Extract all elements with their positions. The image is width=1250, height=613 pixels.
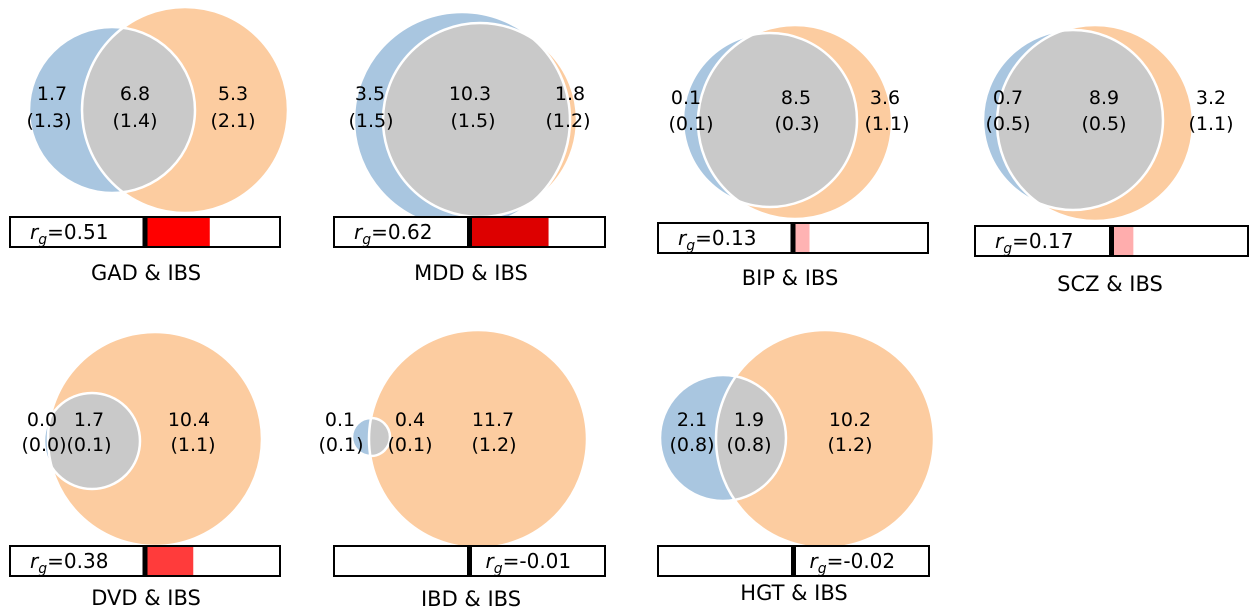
trait-b-only-value: 3.2 [1196, 87, 1226, 109]
trait-b-circle [48, 332, 262, 546]
rg-label: rg=0.62 [354, 220, 432, 248]
rg-label: rg=0.51 [30, 220, 108, 248]
overlap-value: 0.4 [395, 409, 425, 431]
rg-label: rg=-0.01 [486, 549, 572, 577]
trait-b-only-se: (2.1) [210, 110, 255, 132]
overlap-se: (0.3) [774, 113, 819, 135]
trait-a-only-se: (0.0) [21, 434, 66, 456]
overlap-region [383, 23, 570, 217]
panel-title: MDD & IBS [414, 261, 528, 285]
rg-label: rg=-0.02 [810, 549, 896, 577]
trait-a-only-se: (1.3) [26, 110, 71, 132]
trait-b-circle [716, 330, 934, 548]
trait-b-only-se: (1.2) [471, 434, 516, 456]
trait-b-only-value: 1.8 [555, 83, 585, 105]
rg-bar-fill [145, 547, 194, 575]
trait-a-outline [27, 25, 197, 195]
overlap-value: 8.9 [1089, 87, 1119, 109]
overlap-se: (1.5) [450, 110, 495, 132]
trait-a-outline [658, 373, 788, 503]
trait-a-only-se: (0.1) [668, 113, 713, 135]
trait-a-only-se: (0.8) [669, 434, 714, 456]
overlap-value: 6.8 [120, 83, 150, 105]
rg-bar-fill [793, 224, 810, 252]
rg-label: rg=0.17 [995, 229, 1073, 257]
trait-a-outline [42, 391, 142, 491]
trait-b-only-se: (1.1) [1188, 113, 1233, 135]
trait-a-only-value: 0.0 [27, 409, 57, 431]
trait-a-only-value: 0.1 [325, 409, 355, 431]
overlap-se: (0.5) [1081, 113, 1126, 135]
panel-title: SCZ & IBS [1057, 272, 1163, 296]
overlap-value: 10.3 [449, 83, 491, 105]
trait-b-only-value: 11.7 [472, 409, 514, 431]
rg-bar-fill [1111, 227, 1134, 255]
trait-a-outline [681, 31, 859, 209]
overlap-se: (0.8) [726, 434, 771, 456]
trait-b-circle [369, 330, 587, 548]
trait-b-outline [80, 5, 290, 215]
trait-a-only-se: (1.5) [348, 110, 393, 132]
trait-a-only-value: 0.7 [993, 87, 1023, 109]
trait-b-only-se: (1.1) [170, 434, 215, 456]
panel-title: IBD & IBS [421, 587, 521, 611]
panel-title: BIP & IBS [742, 266, 839, 290]
trait-b-only-se: (1.2) [827, 434, 872, 456]
trait-b-only-value: 3.6 [870, 87, 900, 109]
trait-a-outline [981, 28, 1165, 212]
trait-b-only-value: 10.2 [829, 409, 871, 431]
venn-panel-2: 3.5 (1.5) 10.3 (1.5) 1.8 (1.2) rg=0.62 MDD & IB… [333, 10, 606, 285]
overlap-value: 1.9 [734, 409, 764, 431]
venn-panel-4: 0.7 (0.5) 8.9 (0.5) 3.2 (1.1) rg=0.17 SCZ & IBS [974, 23, 1249, 296]
overlap-value: 8.5 [781, 87, 811, 109]
overlap-se: (1.4) [112, 110, 157, 132]
panel-title: GAD & IBS [91, 261, 201, 285]
rg-label: rg=0.13 [678, 226, 756, 254]
trait-b-outline [995, 23, 1195, 223]
venn-panel-1: 1.7 (1.3) 6.8 (1.4) 5.3 (2.1) rg=0.51 GAD & IBS [9, 5, 290, 285]
overlap-se: (0.1) [387, 434, 432, 456]
panel-title: DVD & IBS [91, 586, 201, 610]
overlap-region [997, 30, 1163, 210]
panel-title: HGT & IBS [740, 581, 847, 605]
trait-a-only-value: 2.1 [677, 409, 707, 431]
rg-bar-fill [145, 218, 210, 246]
rg-label: rg=0.38 [30, 549, 108, 577]
rg-bar-fill [469, 218, 549, 246]
trait-b-only-value: 10.4 [168, 409, 210, 431]
trait-a-only-se: (0.5) [985, 113, 1030, 135]
trait-a-only-value: 0.1 [671, 87, 701, 109]
trait-a-only-value: 3.5 [355, 83, 385, 105]
trait-a-only-se: (0.1) [318, 434, 363, 456]
trait-b-only-se: (1.1) [864, 113, 909, 135]
overlap-region [82, 27, 195, 193]
venn-panel-7: 2.1 (0.8) 1.9 (0.8) 10.2 (1.2) rg=-0.02 HGT & I… [657, 328, 936, 605]
overlap-se: (0.1) [66, 434, 111, 456]
trait-a-only-value: 1.7 [37, 83, 67, 105]
trait-b-only-value: 5.3 [218, 83, 248, 105]
venn-panel-5: 0.0 (0.0) 1.7 (0.1) 10.4 (1.1) rg=0.38 DVD & IB… [9, 330, 281, 610]
trait-b-only-se: (1.2) [545, 110, 590, 132]
venn-panel-6: 0.1 (0.1) 0.4 (0.1) 11.7 (1.2) rg=-0.01 IBD & I… [318, 328, 606, 611]
venn-panel-3: 0.1 (0.1) 8.5 (0.3) 3.6 (1.1) rg=0.13 BIP & IBS [657, 23, 929, 290]
trait-b-outline [696, 23, 894, 221]
overlap-value: 1.7 [74, 409, 104, 431]
